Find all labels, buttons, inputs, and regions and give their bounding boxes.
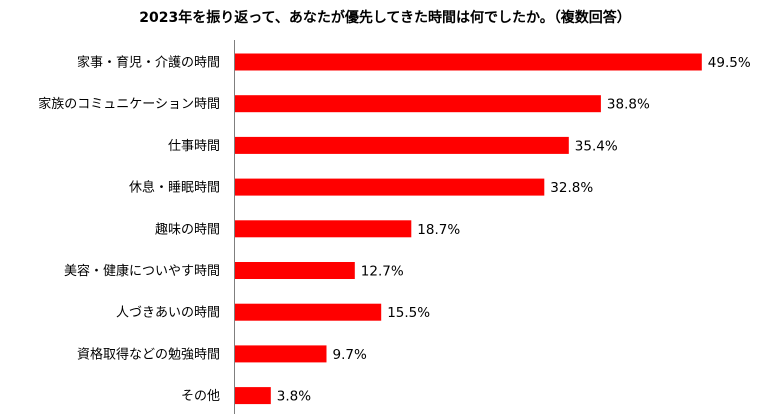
category-label: その他 (181, 389, 220, 404)
value-label: 9.7% (333, 347, 367, 363)
value-label: 49.5% (708, 55, 751, 71)
chart-title: 2023年を振り返って、あなたが優先してきた時間は何でしたか。（複数回答） (139, 10, 631, 26)
bar (235, 136, 569, 154)
category-label: 家族のコミュニケーション時間 (38, 96, 220, 112)
category-label: 仕事時間 (168, 139, 220, 154)
bars-layer (235, 53, 702, 405)
category-label: 人づきあいの時間 (116, 306, 220, 321)
bar (235, 345, 327, 363)
value-label: 15.5% (387, 305, 430, 321)
bar (235, 303, 382, 321)
category-label: 休息・睡眠時間 (129, 180, 220, 196)
bar (235, 178, 545, 196)
value-label: 3.8% (277, 389, 311, 405)
category-label: 趣味の時間 (155, 222, 220, 237)
bar (235, 262, 355, 279)
bar (235, 95, 601, 113)
bar (235, 53, 702, 71)
category-label: 美容・健康についやす時間 (64, 263, 220, 279)
category-label: 資格取得などの勉強時間 (77, 346, 220, 362)
bar (235, 220, 412, 238)
labels-layer: 家事・育児・介護の時間 49.5% 家族のコミュニケーション時間 38.8% 仕事時間 3… (38, 55, 751, 405)
value-label: 35.4% (575, 138, 618, 154)
value-label: 12.7% (361, 264, 404, 280)
value-label: 38.8% (607, 97, 650, 113)
value-label: 18.7% (417, 222, 460, 238)
value-label: 32.8% (550, 180, 593, 196)
category-label: 家事・育児・介護の時間 (77, 55, 220, 71)
bar (235, 387, 271, 405)
